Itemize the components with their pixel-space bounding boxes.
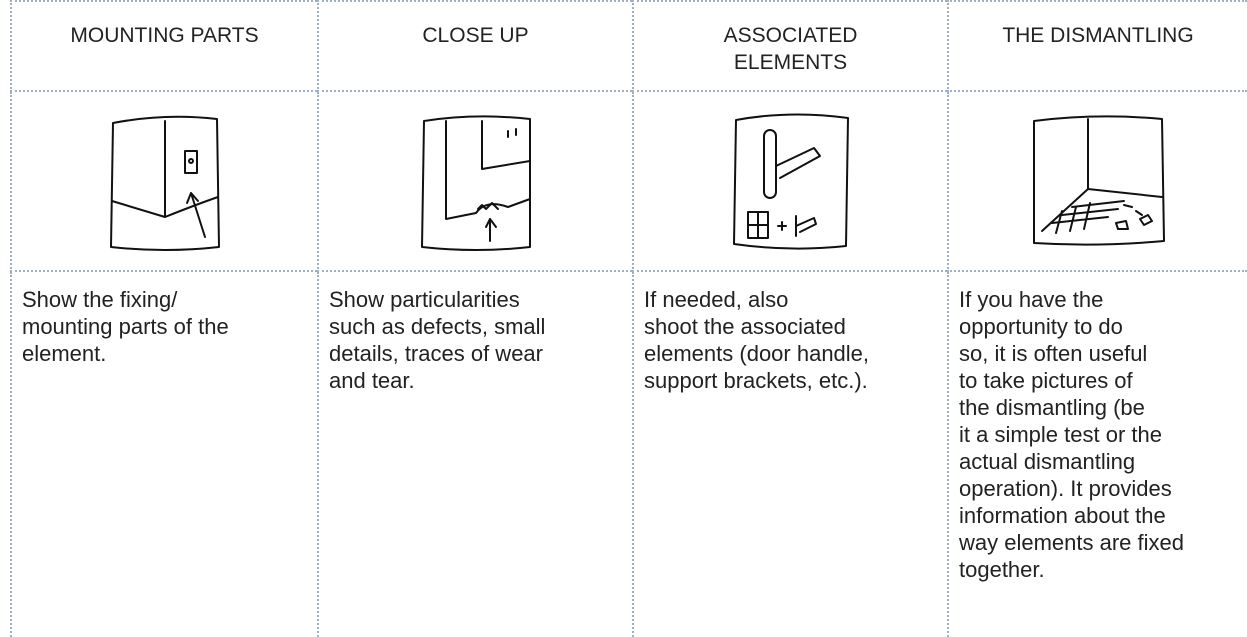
description-line: actual dismantling <box>959 449 1136 474</box>
description-line: to take pictures of <box>959 368 1133 393</box>
description-cell: If you have the opportunity to do so, it i… <box>947 272 1247 637</box>
header-text: MOUNTING PARTS <box>70 24 259 47</box>
description-line: Show particularities <box>329 287 520 312</box>
description-line: opportunity to do <box>959 314 1123 339</box>
description-line: operation). It provides <box>959 476 1172 501</box>
header-cell: CLOSE UP <box>317 0 632 92</box>
description-cell: Show the fixing/mounting parts of the ele… <box>10 272 317 637</box>
description-line: element. <box>22 341 107 366</box>
instruction-table: MOUNTING PARTS CLOSE UP ASSOCIATED ELEME… <box>10 0 1247 637</box>
image-cell <box>947 92 1247 272</box>
sketch-dismantling <box>1033 115 1165 246</box>
description-cell: If needed, also shoot the associated eleme… <box>632 272 947 637</box>
image-cell <box>317 92 632 272</box>
header-text: ASSOCIATED ELEMENTS <box>723 24 858 74</box>
description-line: If you have the <box>959 287 1104 312</box>
description-line: and tear. <box>329 368 415 393</box>
image-cell <box>10 92 317 272</box>
header-text: CLOSE UP <box>422 24 529 47</box>
description-line: Show the fixing/ <box>22 287 178 312</box>
description-line: so, it is often useful <box>959 341 1148 366</box>
description-line: shoot the associated <box>644 314 846 339</box>
description-line: elements (door handle, <box>644 341 870 366</box>
header-cell: THE DISMANTLING <box>947 0 1247 92</box>
sketch-mounting <box>109 115 220 251</box>
description-line: mounting parts of the <box>22 314 229 339</box>
header-cell: MOUNTING PARTS <box>10 0 317 92</box>
sketch-closeup <box>420 114 531 251</box>
description-line: the dismantling (be <box>959 395 1145 420</box>
image-cell <box>632 92 947 272</box>
description-line: it a simple test or the <box>959 422 1162 447</box>
sketch-associated <box>732 113 849 250</box>
description-line: together. <box>959 557 1045 582</box>
description-line: way elements are fixed <box>959 530 1184 555</box>
description-line: such as defects, small <box>329 314 546 339</box>
description-line: If needed, also <box>644 287 789 312</box>
header-text: THE DISMANTLING <box>1002 24 1194 47</box>
description-line: information about the <box>959 503 1166 528</box>
description-cell: Show particularities such as defects, sma… <box>317 272 632 637</box>
description-line: details, traces of wear <box>329 341 543 366</box>
header-cell: ASSOCIATED ELEMENTS <box>632 0 947 92</box>
description-line: support brackets, etc.). <box>644 368 868 393</box>
